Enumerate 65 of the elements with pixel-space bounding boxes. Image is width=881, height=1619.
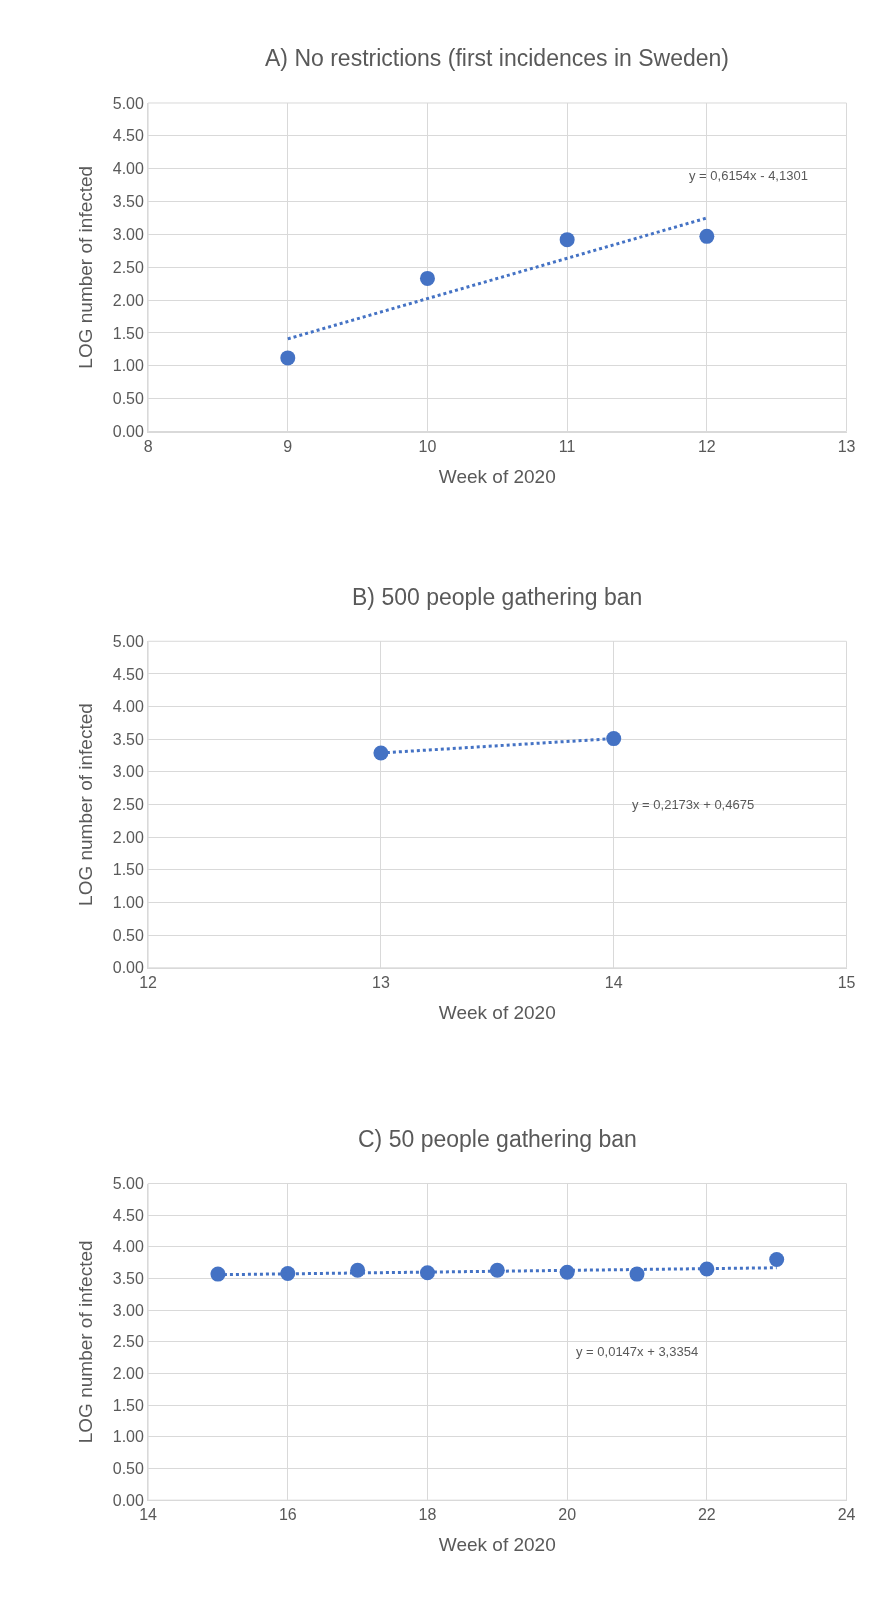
y-tick-label: 1.50 [112, 1396, 144, 1414]
y-tick-label: 0.00 [112, 959, 144, 977]
y-tick-label: 3.50 [112, 730, 144, 748]
point [419, 270, 435, 286]
y-tick-label: 0.00 [112, 1491, 144, 1509]
y-tick-label: 3.50 [112, 193, 144, 211]
x-tick-label: 12 [697, 437, 716, 455]
x-tick-label: 14 [139, 1506, 158, 1524]
y-tick-label: 1.00 [112, 1428, 144, 1446]
x-tick-label: 18 [418, 1506, 437, 1524]
y-tick-label: 4.00 [112, 698, 144, 716]
x-tick-label: 15 [837, 974, 856, 992]
x-tick-label: 13 [372, 974, 390, 992]
y-tick-label: 4.50 [112, 665, 144, 683]
y-axis-title: LOG number of infected [74, 165, 96, 369]
y-tick-label: 5.00 [112, 632, 144, 650]
x-tick-label: 20 [558, 1506, 577, 1524]
annotation: y = 0,0147x + 3,3354 [576, 1344, 699, 1359]
point [280, 350, 296, 366]
x-axis-title: Week of 2020 [438, 1001, 556, 1023]
y-tick-label: 4.00 [112, 1238, 144, 1256]
x-tick-label: 16 [278, 1506, 297, 1524]
chart-title: B) 500 people gathering ban [352, 584, 643, 610]
y-tick-label: 5.00 [112, 1175, 144, 1193]
x-axis-title: Week of 2020 [438, 1534, 556, 1556]
y-tick-label: 2.00 [112, 291, 144, 309]
chart-title: C) 50 people gathering ban [358, 1126, 637, 1152]
y-tick-label: 0.50 [112, 390, 144, 408]
y-tick-label: 2.50 [112, 258, 144, 276]
x-tick-label: 22 [697, 1506, 716, 1524]
y-tick-label: 5.00 [112, 94, 144, 112]
x-tick-label: 12 [139, 974, 158, 992]
y-tick-label: 1.50 [112, 861, 144, 879]
chart-title: A) No restrictions (first incidences in Sweden) [265, 45, 729, 71]
annotation: y = 0,2173x + 0,4675 [632, 797, 755, 812]
x-tick-label: 10 [418, 437, 437, 455]
y-tick-label: 4.00 [112, 160, 144, 178]
y-axis-title: LOG number of infected [74, 703, 96, 906]
x-tick-label: 9 [283, 437, 293, 455]
point [699, 228, 715, 244]
point [559, 232, 575, 248]
x-tick-label: 14 [604, 974, 623, 992]
y-tick-label: 2.50 [112, 1333, 144, 1351]
y-tick-label: 3.00 [112, 763, 144, 781]
y-tick-label: 1.50 [112, 324, 144, 342]
annotation: y = 0,6154x - 4,1301 [689, 168, 808, 183]
y-axis-title: LOG number of infected [74, 1240, 96, 1444]
y-tick-label: 0.50 [112, 926, 144, 944]
y-tick-label: 1.00 [112, 357, 144, 375]
x-tick-label: 24 [837, 1506, 856, 1524]
y-tick-label: 4.50 [112, 1206, 144, 1224]
y-tick-label: 3.00 [112, 1301, 144, 1319]
x-tick-label: 13 [837, 437, 856, 455]
y-tick-label: 0.00 [112, 423, 144, 441]
y-tick-label: 3.00 [112, 226, 144, 243]
y-tick-label: 2.50 [112, 796, 144, 814]
x-axis-title: Week of 2020 [438, 465, 556, 487]
y-tick-label: 2.00 [112, 1365, 144, 1383]
y-tick-label: 4.50 [112, 127, 144, 145]
x-tick-label: 11 [558, 437, 576, 455]
y-tick-label: 1.00 [112, 894, 144, 912]
y-tick-label: 3.50 [112, 1270, 144, 1288]
y-tick-label: 0.50 [112, 1460, 144, 1478]
y-tick-label: 2.00 [112, 828, 144, 846]
x-tick-label: 8 [143, 437, 153, 455]
